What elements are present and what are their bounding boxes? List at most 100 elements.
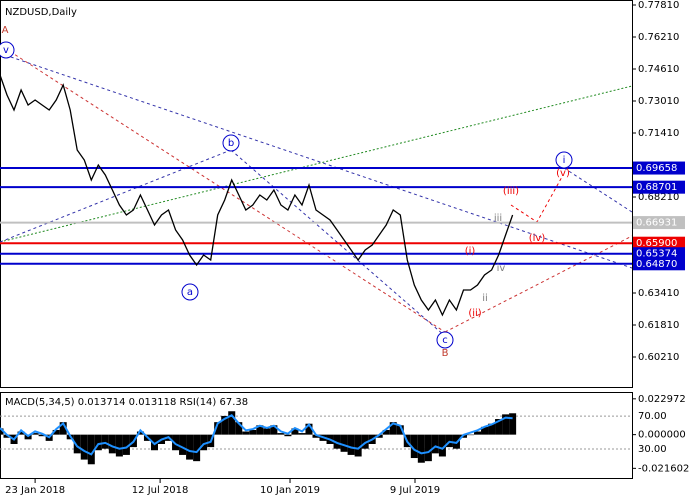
macd-bar xyxy=(136,431,144,435)
wave-circle xyxy=(222,134,240,152)
macd-bar xyxy=(179,434,187,455)
macd-bar xyxy=(270,425,278,435)
trend-line xyxy=(230,149,446,337)
macd-bar xyxy=(277,433,285,435)
indicator-label: MACD(5,34,5) 0.013714 0.013118 RSI(14) 6… xyxy=(5,397,248,408)
level-box xyxy=(633,180,685,194)
macd-bar xyxy=(417,434,425,463)
macd-bar xyxy=(221,415,229,435)
trend-line xyxy=(0,44,446,333)
wave-circle xyxy=(181,283,199,301)
macd-bar xyxy=(249,429,257,435)
macd-bar xyxy=(312,434,320,438)
macd-bar xyxy=(59,422,67,435)
macd-bar xyxy=(375,434,383,438)
macd-bar xyxy=(466,434,474,436)
macd-bar xyxy=(193,434,201,462)
y-tick-label: 0.022972 xyxy=(638,394,686,405)
wave-label: b xyxy=(228,138,234,149)
y-tick-label: 0.74610 xyxy=(638,64,679,75)
wave-label: (v) xyxy=(556,168,570,179)
trend-line xyxy=(444,235,633,333)
macd-bar xyxy=(228,411,236,435)
macd-bar xyxy=(340,434,348,452)
macd-bar xyxy=(396,425,404,435)
macd-bar xyxy=(333,434,341,449)
wave-label: i xyxy=(563,155,566,166)
level-label: 0.66931 xyxy=(636,218,677,229)
level-label: 0.69658 xyxy=(636,163,677,174)
macd-bar xyxy=(354,434,362,457)
y-tick-label: -0.021602 xyxy=(638,463,689,474)
level-box xyxy=(633,161,685,175)
trend-line xyxy=(0,85,633,243)
main-panel xyxy=(0,0,633,388)
macd-bar xyxy=(431,434,439,454)
wave-label: (iv) xyxy=(529,233,546,244)
wave-label: B xyxy=(442,348,449,359)
wave-circle xyxy=(436,331,454,349)
x-tick-label: 10 Jan 2019 xyxy=(260,485,320,496)
y-tick-label: 0.73010 xyxy=(638,96,679,107)
macd-bar xyxy=(172,434,180,451)
macd-bar xyxy=(0,428,4,435)
wave-label: a xyxy=(187,287,193,298)
level-box xyxy=(633,247,685,261)
macd-bar xyxy=(87,434,95,465)
macd-bar xyxy=(256,425,264,435)
wave-circle xyxy=(0,41,15,59)
macd-bar xyxy=(284,434,292,437)
price-line xyxy=(0,74,514,317)
y-tick-label: 0.61810 xyxy=(638,320,679,331)
x-tick-label: 12 Jul 2018 xyxy=(132,485,189,496)
macd-bar xyxy=(298,433,306,435)
macd-bar xyxy=(52,429,60,435)
wave-label: A xyxy=(2,25,9,36)
macd-bar xyxy=(382,429,390,435)
wave-label: (i) xyxy=(465,246,476,257)
macd-bar xyxy=(115,434,123,457)
y-tick-label: 0.63410 xyxy=(638,288,679,299)
y-tick-label: 0.68210 xyxy=(638,192,679,203)
macd-bar xyxy=(73,434,81,454)
macd-bar xyxy=(186,434,194,460)
macd-bar xyxy=(108,434,116,454)
x-tick-label: 23 Jan 2018 xyxy=(5,485,65,496)
macd-bar xyxy=(31,433,39,435)
macd-bar xyxy=(235,422,243,435)
y-tick-label: 0.000000 xyxy=(638,430,686,441)
wave-label: c xyxy=(442,335,448,346)
y-tick-label: 0.76210 xyxy=(638,32,679,43)
wave-label: (ii) xyxy=(468,308,481,319)
macd-bar xyxy=(438,434,446,457)
macd-bar xyxy=(94,434,102,451)
macd-bar xyxy=(389,422,397,435)
y2-tick-label: 30.00 xyxy=(638,444,667,455)
macd-bar xyxy=(214,422,222,435)
macd-bar xyxy=(80,434,88,460)
macd-bar xyxy=(150,434,158,451)
macd-bar xyxy=(242,431,250,435)
macd-bar xyxy=(481,426,489,435)
macd-bar xyxy=(101,434,109,449)
macd-bar xyxy=(424,434,432,462)
macd-bar xyxy=(361,434,369,449)
wave-label: iii xyxy=(494,213,502,224)
wave-label: v xyxy=(3,45,9,56)
y-tick-label: 0.60210 xyxy=(638,352,679,363)
macd-bar xyxy=(38,434,46,437)
macd-bar xyxy=(291,428,299,435)
macd-bar xyxy=(410,434,418,459)
rsi-line xyxy=(0,414,513,456)
level-label: 0.65900 xyxy=(636,238,677,249)
wave-label: iv xyxy=(497,263,506,274)
macd-bar xyxy=(502,414,510,435)
macd-bar xyxy=(200,434,208,451)
macd-bar xyxy=(488,423,496,435)
level-box xyxy=(633,257,685,271)
macd-bar xyxy=(17,431,25,435)
x-tick-label: 9 Jul 2019 xyxy=(390,485,440,496)
level-label: 0.65374 xyxy=(636,249,677,260)
macd-bar xyxy=(122,434,130,455)
